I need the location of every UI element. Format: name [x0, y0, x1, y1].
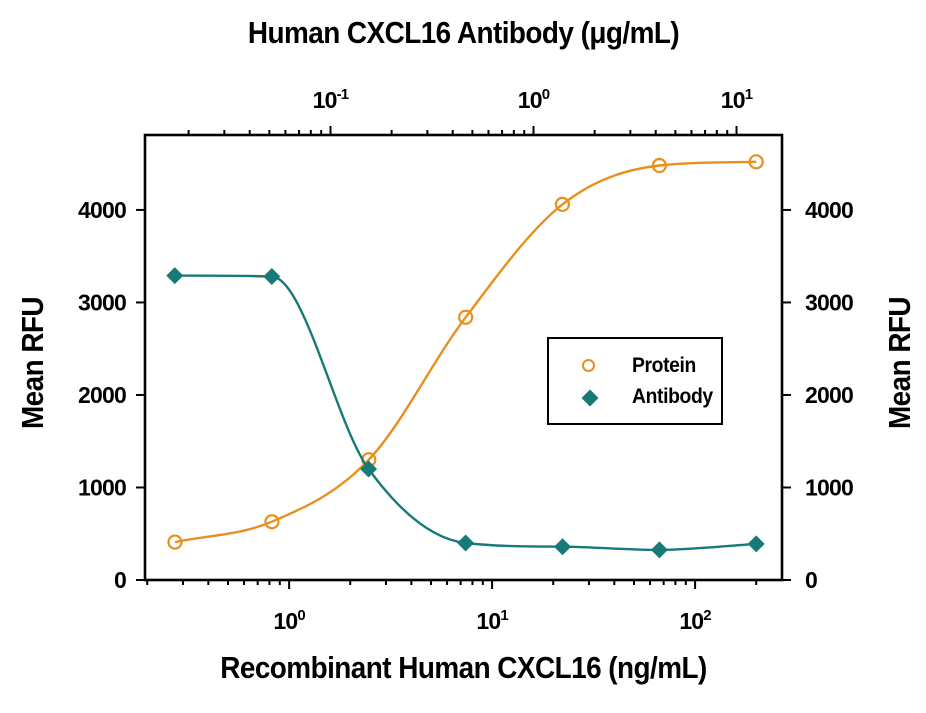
tick-label: 4000	[78, 197, 126, 223]
protein-data-point	[651, 157, 667, 174]
tick-label: 100	[273, 607, 305, 634]
tick-label: 101	[476, 607, 508, 634]
right-axis-tick-labels: 0 1000 2000 3000 4000	[805, 197, 854, 593]
left-axis-tick-labels: 0 1000 2000 3000 4000	[78, 197, 127, 593]
protein-data-point	[264, 514, 280, 530]
protein-data-point	[167, 534, 183, 550]
protein-marker-icon	[582, 359, 595, 372]
tick-label: 3000	[78, 289, 126, 315]
bottom-axis-tick-labels: 100 101 102	[273, 607, 712, 634]
top-axis-title: Human CXCL16 Antibody (μg/mL)	[247, 15, 680, 50]
antibody-marker-icon	[581, 389, 599, 407]
legend: Protein Antibody	[547, 337, 723, 425]
tick-label: 2000	[78, 382, 126, 408]
left-axis-label: Mean RFU	[15, 296, 50, 430]
tick-label: 1000	[805, 474, 853, 500]
tick-label: 1000	[78, 474, 126, 500]
antibody-data-point	[747, 535, 765, 553]
tick-label: 2000	[805, 382, 853, 408]
tick-label: 0	[805, 567, 817, 593]
tick-label: 4000	[805, 197, 853, 223]
antibody-markers	[166, 267, 765, 559]
plot-frame	[143, 133, 784, 582]
right-axis-label: Mean RFU	[882, 296, 917, 430]
antibody-data-point	[166, 267, 184, 285]
bottom-axis-title: Recombinant Human CXCL16 (ng/mL)	[220, 650, 707, 685]
tick-label: 0	[114, 567, 126, 593]
antibody-data-point	[554, 538, 572, 556]
tick-label: 102	[679, 607, 711, 634]
tick-label: 100	[518, 86, 550, 113]
antibody-data-point	[457, 534, 475, 552]
legend-label-protein: Protein	[632, 354, 696, 377]
legend-label-antibody: Antibody	[632, 385, 713, 408]
tick-label: 10-1	[313, 86, 349, 113]
bottom-axis-ticks	[146, 580, 758, 589]
left-axis-ticks	[136, 208, 145, 581]
right-axis-ticks	[782, 208, 791, 581]
top-axis-ticks	[187, 126, 738, 135]
protein-data-point	[554, 196, 571, 212]
antibody-data-point	[263, 268, 281, 286]
protein-data-point	[748, 154, 764, 170]
top-axis-tick-labels: 10-1 100 101	[313, 86, 754, 113]
protein-data-point	[458, 309, 474, 325]
antibody-data-point	[650, 541, 668, 559]
tick-label: 101	[721, 86, 753, 113]
antibody-data-point	[360, 460, 378, 478]
tick-label: 3000	[805, 289, 853, 315]
